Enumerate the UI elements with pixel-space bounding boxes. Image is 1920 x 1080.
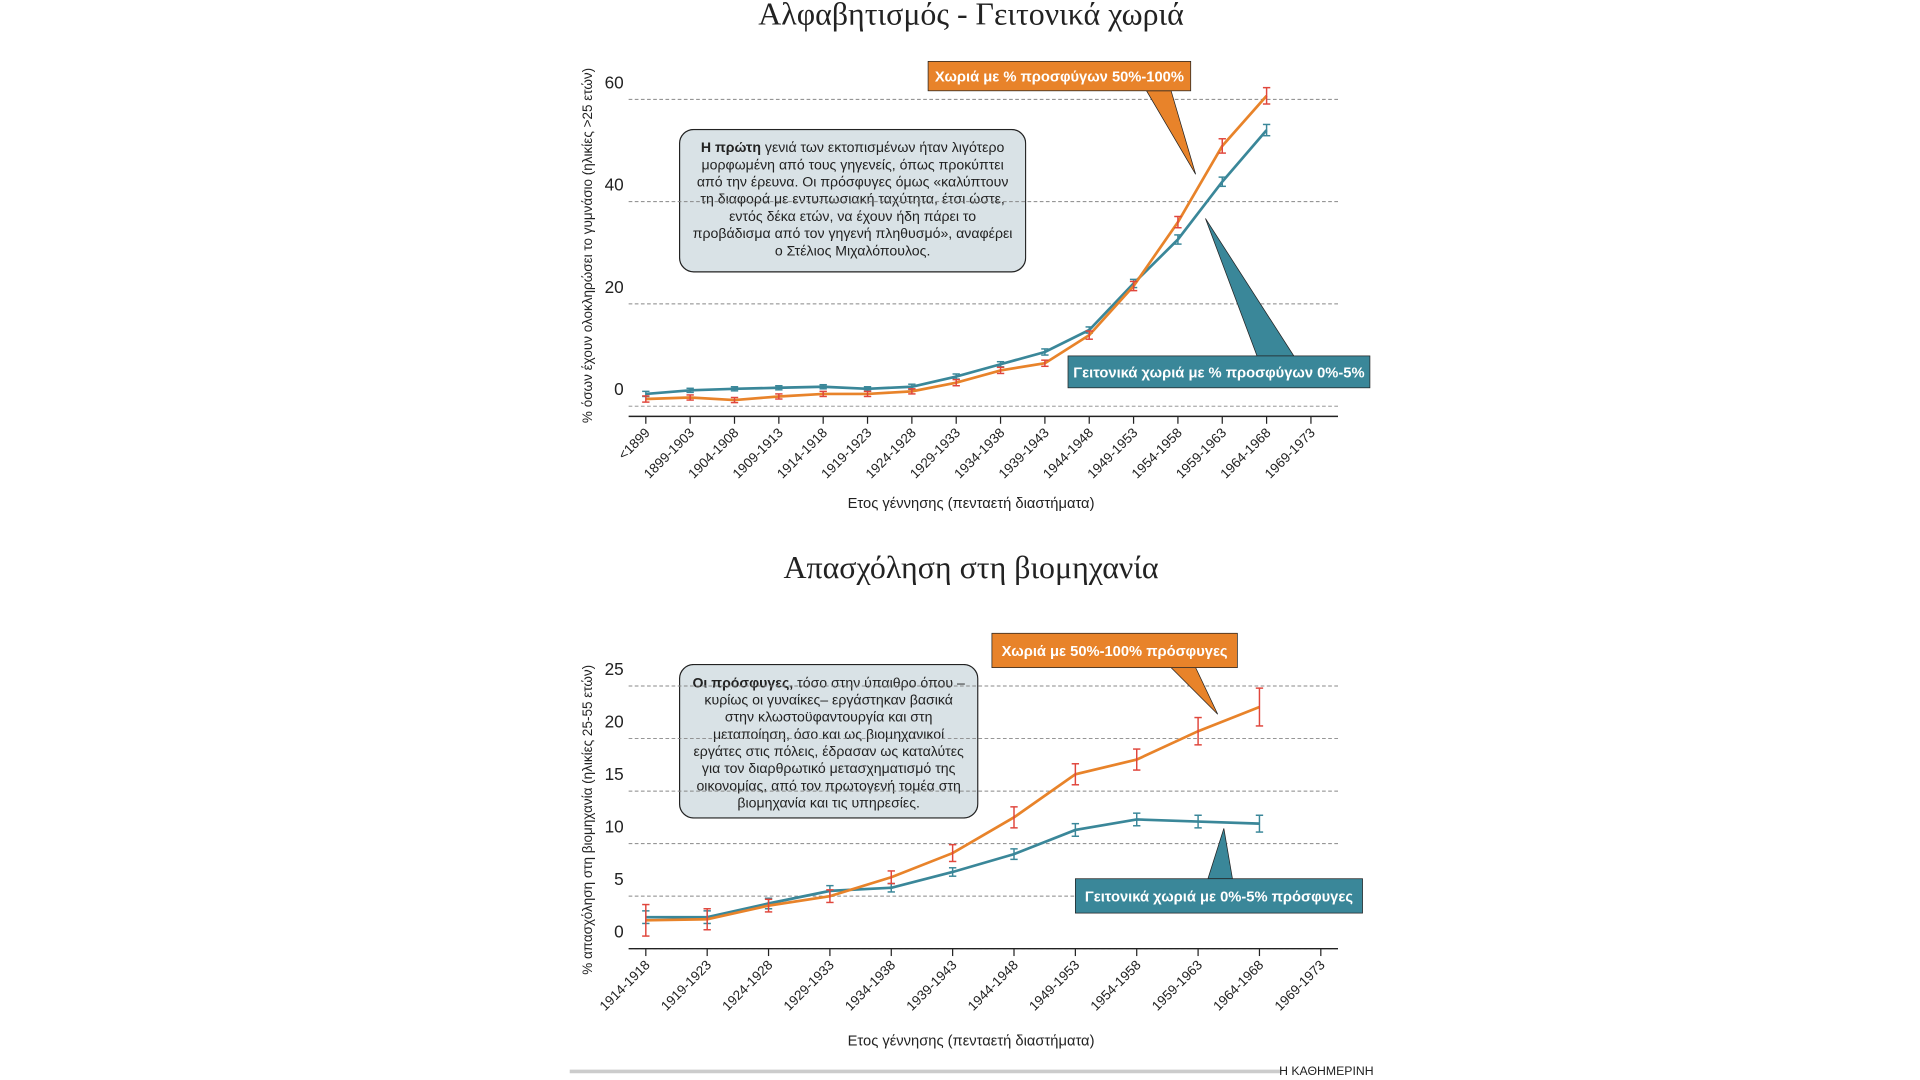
- y-tick-label: 40: [605, 175, 624, 195]
- error-bar: [887, 870, 895, 885]
- note-text: γενιά των εκτοπισμένων ήταν λιγότερο μορ…: [692, 141, 1013, 259]
- error-bar: [1218, 138, 1226, 154]
- callout-pointer: [1145, 90, 1196, 175]
- x-axis-label: Ετος γέννησης (πενταετή διαστήματα): [848, 496, 1095, 512]
- x-tick-label: 1914-1918: [597, 957, 653, 1013]
- legend-label: Γειτονικά χωριά με 0%-5% πρόσφυγες: [1085, 889, 1353, 905]
- x-tick-label: 1934-1938: [842, 957, 898, 1013]
- error-bar: [1174, 215, 1182, 229]
- x-tick-label: 1924-1928: [719, 957, 775, 1013]
- y-tick-label: 60: [605, 72, 624, 92]
- error-bar: [1133, 748, 1141, 771]
- y-tick-label: 25: [605, 659, 624, 679]
- error-bar: [764, 898, 773, 913]
- error-bar: [1010, 806, 1018, 829]
- y-tick-label: 0: [614, 922, 624, 942]
- y-tick-label: 20: [605, 712, 624, 732]
- x-tick-label: 1959-1963: [1149, 957, 1205, 1013]
- legend-label: Χωριά με 50%-100% πρόσφυγες: [1002, 644, 1228, 660]
- error-bar: [948, 867, 957, 877]
- y-tick-label: 5: [614, 869, 624, 889]
- error-bar: [1085, 330, 1093, 340]
- error-bar: [686, 394, 694, 401]
- y-axis-label: % απασχόληση στη βιομηχανία (ηλικίες 25-…: [580, 665, 595, 975]
- note-box: Οι πρόσφυγες, τόσο στην ύπαιθρο όπου –κυ…: [678, 663, 979, 819]
- y-tick-label: 15: [605, 764, 624, 784]
- note-box: Η πρώτη γενιά των εκτοπισμένων ήταν λιγό…: [678, 128, 1027, 273]
- error-bar: [642, 395, 650, 403]
- callout-pointer: [1205, 218, 1295, 357]
- error-bar: [1010, 848, 1018, 861]
- error-bar: [948, 843, 957, 863]
- error-bar: [1071, 822, 1080, 838]
- note: Η πρώτη γενιά των εκτοπισμένων ήταν λιγό…: [678, 128, 1027, 273]
- x-tick-label: 1929-1933: [781, 957, 837, 1013]
- callout-pointer: [1207, 828, 1233, 880]
- footer: Η ΚΑΘΗΜΕΡΙΝΗ: [1279, 1064, 1373, 1078]
- error-bar: [908, 388, 916, 395]
- error-bar: [1129, 280, 1138, 292]
- error-bar: [1255, 814, 1264, 833]
- error-bar: [730, 386, 739, 392]
- error-bar: [686, 387, 694, 394]
- y-tick-label: 10: [605, 817, 624, 837]
- error-bar: [996, 366, 1005, 375]
- legend-box: [991, 632, 1238, 669]
- error-bar: [1041, 348, 1049, 356]
- error-bar: [1194, 716, 1202, 746]
- error-bar: [1174, 234, 1182, 245]
- error-bar: [1071, 763, 1080, 786]
- error-bar: [819, 383, 827, 390]
- error-bar: [775, 393, 783, 400]
- error-bar: [730, 396, 739, 404]
- error-bar: [863, 390, 872, 398]
- error-bar: [1041, 359, 1049, 368]
- error-bar: [1255, 687, 1264, 727]
- x-axis-label: Ετος γέννησης (πενταετή διαστήματα): [848, 1034, 1095, 1050]
- note: Οι πρόσφυγες, τόσο στην ύπαιθρο όπου –κυ…: [678, 663, 979, 819]
- error-bar: [1133, 812, 1141, 827]
- y-axis-label: % όσων έχουν ολοκληρώσει το γυμνάσιο (ηλ…: [580, 68, 595, 423]
- error-bar: [826, 889, 834, 904]
- x-tick-label: 1964-1968: [1210, 957, 1266, 1013]
- callout-pointer: [1170, 667, 1219, 715]
- x-tick-label: 1949-1953: [1026, 957, 1082, 1013]
- y-tick-label: 20: [605, 277, 624, 297]
- error-bar: [1262, 86, 1271, 105]
- error-bar: [642, 903, 650, 937]
- note-bold: Η πρώτη: [700, 141, 761, 156]
- chart-title: Απασχόληση στη βιομηχανία: [783, 550, 1158, 585]
- error-bar: [775, 384, 783, 391]
- error-bar: [1218, 176, 1226, 188]
- note-text: τόσο στην ύπαιθρο όπου –κυρίως οι γυναίκ…: [693, 676, 965, 812]
- note-bold: Οι πρόσφυγες,: [692, 676, 794, 691]
- error-bar: [952, 378, 960, 387]
- error-bar: [1262, 123, 1271, 137]
- x-tick-label: 1969-1973: [1272, 957, 1328, 1013]
- x-tick-label: 1939-1943: [903, 957, 959, 1013]
- error-bar: [1194, 814, 1202, 829]
- x-tick-label: 1954-1958: [1087, 957, 1143, 1013]
- legend-box: [927, 60, 1192, 92]
- y-tick-label: 0: [614, 379, 624, 399]
- x-tick-label: <1899: [615, 425, 652, 462]
- legend-label: Χωριά με % προσφύγων 50%-100%: [935, 70, 1184, 86]
- x-tick-label: 1919-1923: [658, 957, 714, 1013]
- error-bar: [819, 390, 827, 398]
- legend-label: Γειτονικά χωριά με % προσφύγων 0%-5%: [1073, 365, 1364, 381]
- legend-box: [1067, 355, 1371, 389]
- chart-title: Αλφαβητισμός - Γειτονικά χωριά: [758, 0, 1184, 32]
- error-bar: [703, 908, 711, 931]
- x-tick-label: 1944-1948: [965, 957, 1021, 1013]
- legend-box: [1074, 878, 1363, 914]
